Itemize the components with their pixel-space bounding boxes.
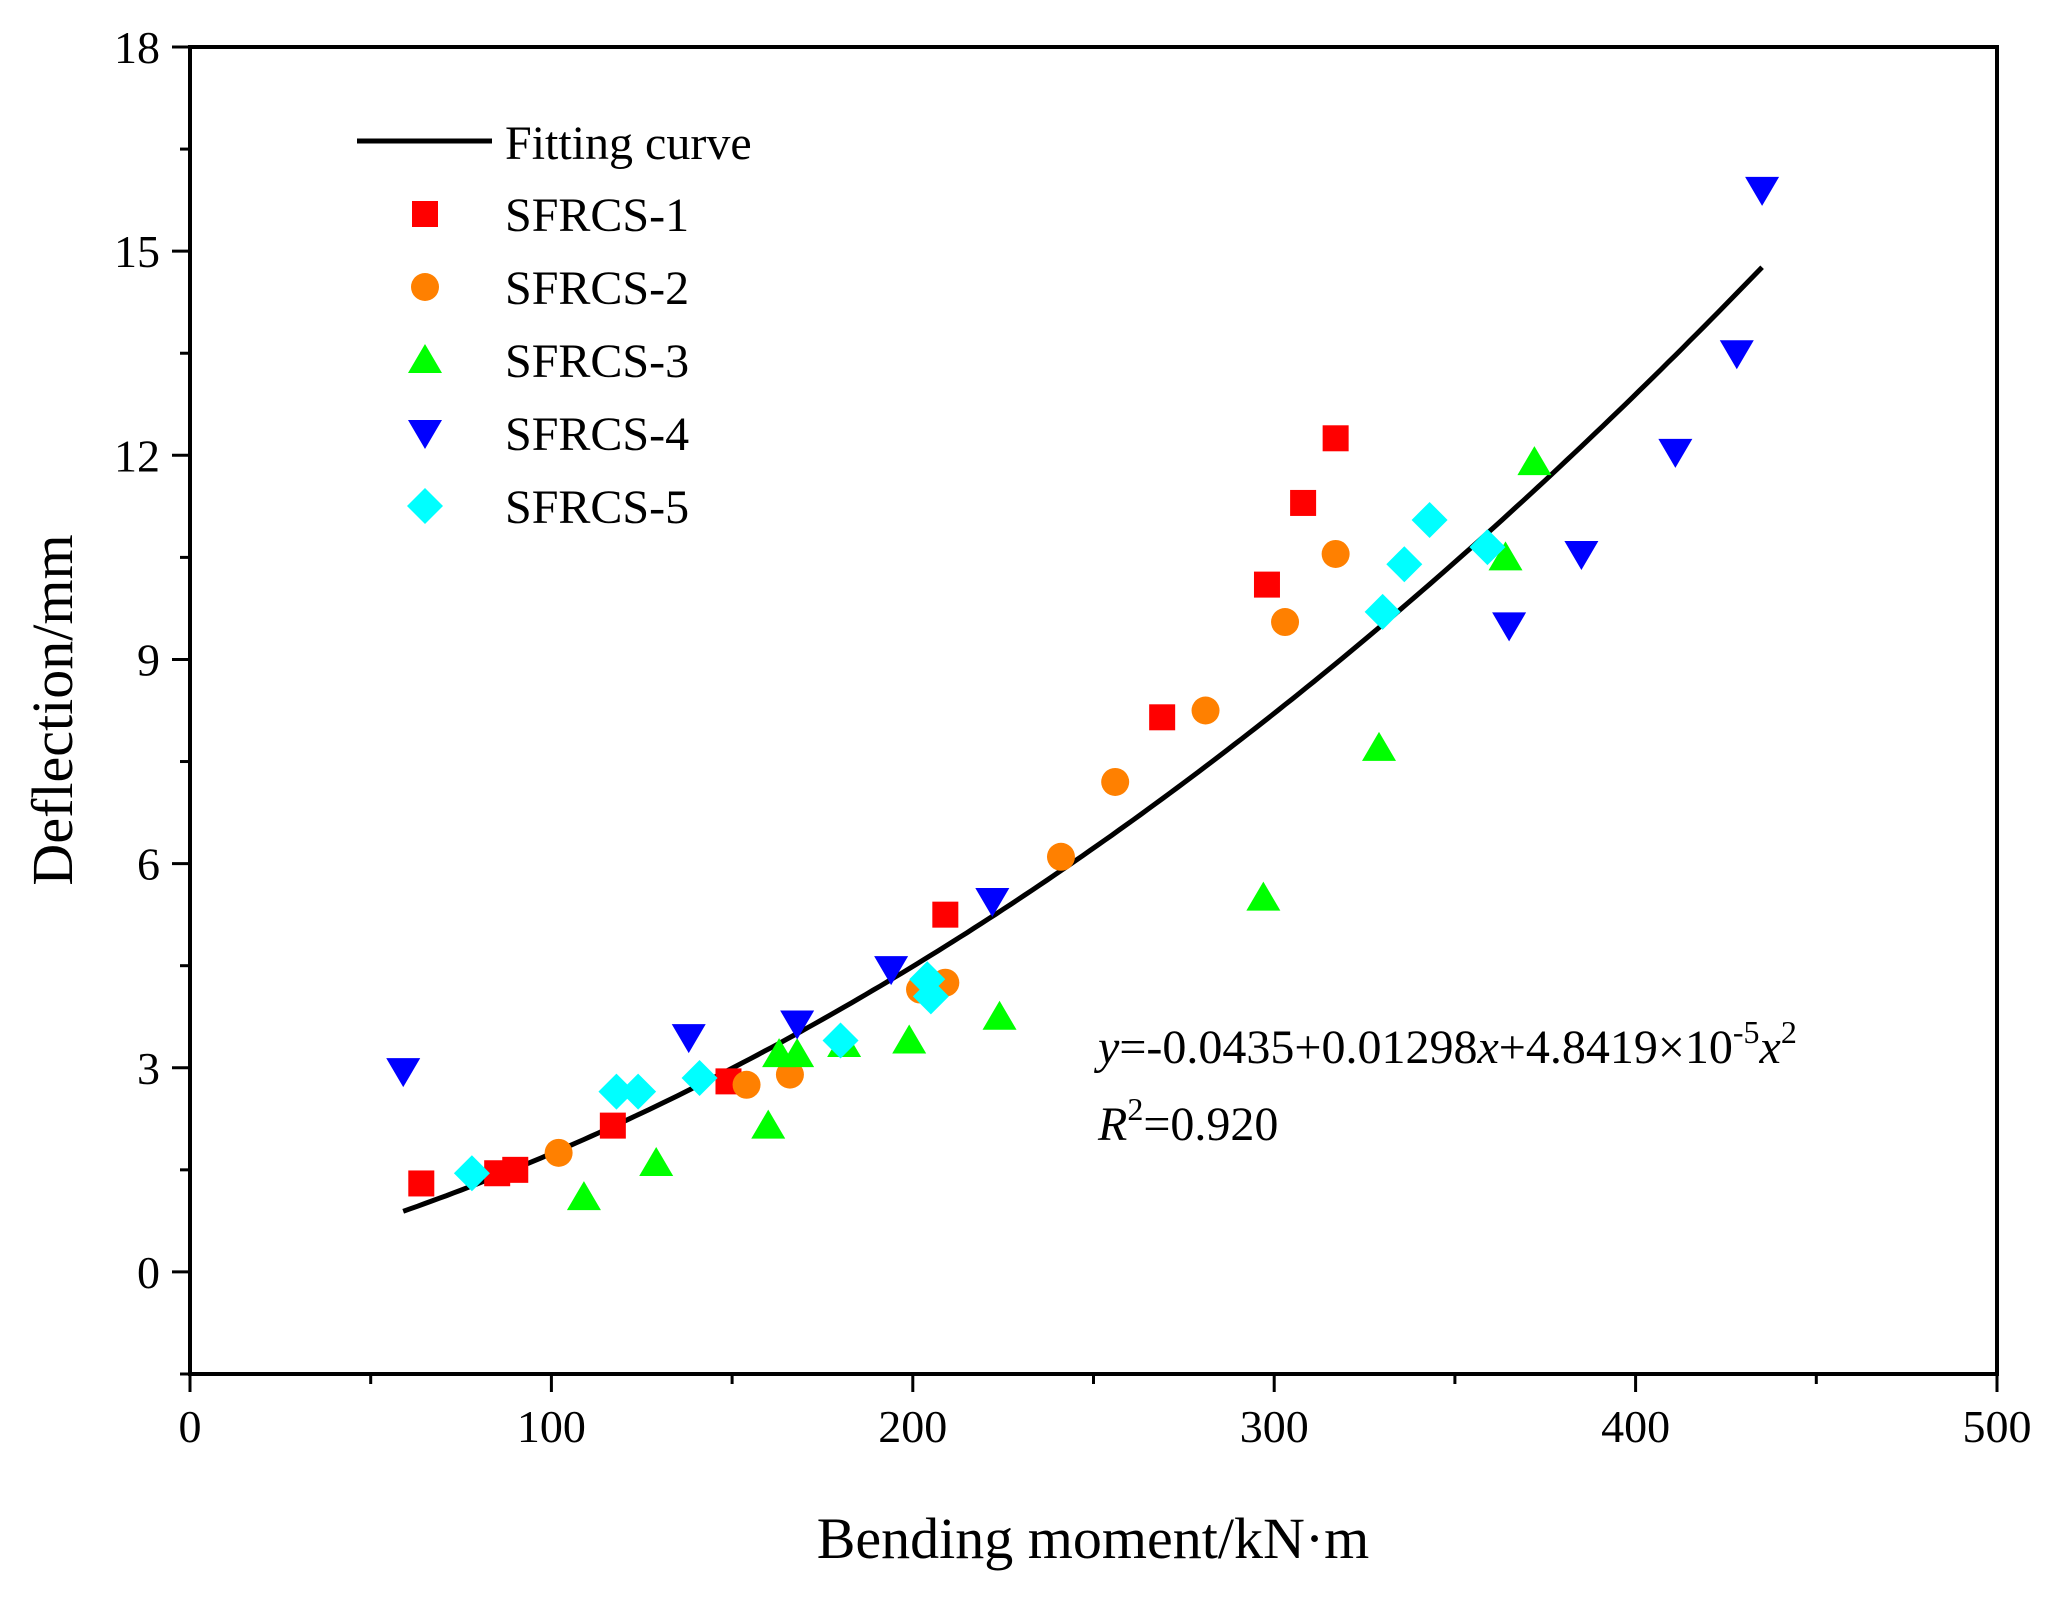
data-point [599,1112,626,1139]
data-point [1362,731,1397,761]
x-tick-label: 400 [1601,1401,1670,1452]
series-sfrcs-5 [453,501,1506,1192]
fitting-curve [402,265,1764,1214]
legend-label-fit: Fitting curve [505,117,752,170]
data-point [1101,767,1130,796]
series-sfrcs-2 [544,539,1350,1167]
data-point [453,1155,490,1192]
data-point [386,1058,421,1088]
data-point [780,1038,815,1068]
data-point [566,1181,601,1211]
data-point [1719,340,1754,370]
data-point [1290,489,1317,516]
data-point [1492,612,1527,642]
data-point [982,1000,1017,1030]
y-tick-label: 15 [114,226,160,277]
data-point [544,1138,573,1167]
data-point [1246,881,1281,911]
data-point [408,1170,435,1197]
data-point [932,901,959,928]
data-point [1364,593,1401,630]
legend-label-sfrcs-4: SFRCS-4 [505,408,689,461]
data-point [1386,546,1423,583]
legend-marker-sfrcs-4 [408,420,442,449]
data-point [620,1073,657,1110]
legend-marker-sfrcs-1 [412,201,438,227]
legend-label-sfrcs-2: SFRCS-2 [505,262,689,315]
y-tick-label: 9 [137,634,160,685]
axis-ticks: 0 100 200 300 400 500 0 3 6 9 12 15 18 [114,22,2032,1452]
legend-label-sfrcs-3: SFRCS-3 [505,335,689,388]
data-point [1517,446,1552,476]
x-axis-title: Bending moment/kN·m [817,1506,1370,1571]
y-tick-label: 0 [137,1247,160,1298]
data-point [639,1147,674,1177]
x-tick-label: 500 [1963,1401,2032,1452]
data-point [1191,696,1220,725]
data-point [775,1060,804,1089]
y-tick-label: 18 [114,22,160,73]
x-tick-label: 200 [878,1401,947,1452]
y-tick-label: 12 [114,430,160,481]
data-point [671,1024,706,1054]
data-point [1149,704,1176,731]
data-point [912,978,949,1015]
data-point [732,1070,761,1099]
x-tick-label: 300 [1240,1401,1309,1452]
y-tick-label: 6 [137,839,160,890]
data-point [1745,176,1780,206]
legend: Fitting curve SFRCS-1 SFRCS-2 SFRCS-3 SFRCS… [357,117,752,534]
fit-equation: y=-0.0435+0.01298x+4.8419×10-5x2 [1093,1014,1797,1074]
data-point [751,1109,786,1139]
series-sfrcs-1 [408,425,1349,1197]
data-point [1253,571,1280,598]
data-point [1271,608,1300,637]
data-point [502,1156,529,1183]
data-point [598,1073,635,1110]
data-point [1564,540,1599,570]
y-tick-label: 3 [137,1043,160,1094]
legend-marker-sfrcs-2 [411,273,439,301]
data-point [1658,438,1693,468]
data-point [780,1010,815,1040]
legend-marker-sfrcs-5 [407,488,443,524]
y-axis-title: Deflection/mm [20,534,85,885]
data-point [1322,425,1349,452]
legend-label-sfrcs-1: SFRCS-1 [505,189,689,242]
fit-layer [402,265,1764,1214]
series-sfrcs-4 [386,176,1780,1088]
data-point [681,1059,718,1096]
points-layer [386,176,1780,1211]
legend-marker-sfrcs-3 [408,344,442,373]
data-point [1046,842,1075,871]
x-tick-label: 0 [179,1401,202,1452]
data-point [874,956,909,986]
data-point [822,1022,859,1059]
data-point [1321,539,1350,568]
data-point [1411,501,1448,538]
data-point [1469,529,1506,566]
data-point [1488,541,1523,571]
legend-label-sfrcs-5: SFRCS-5 [505,481,689,534]
data-point [975,888,1010,918]
x-tick-label: 100 [517,1401,586,1452]
r-squared: R2=0.920 [1097,1091,1278,1151]
data-point [892,1024,927,1054]
